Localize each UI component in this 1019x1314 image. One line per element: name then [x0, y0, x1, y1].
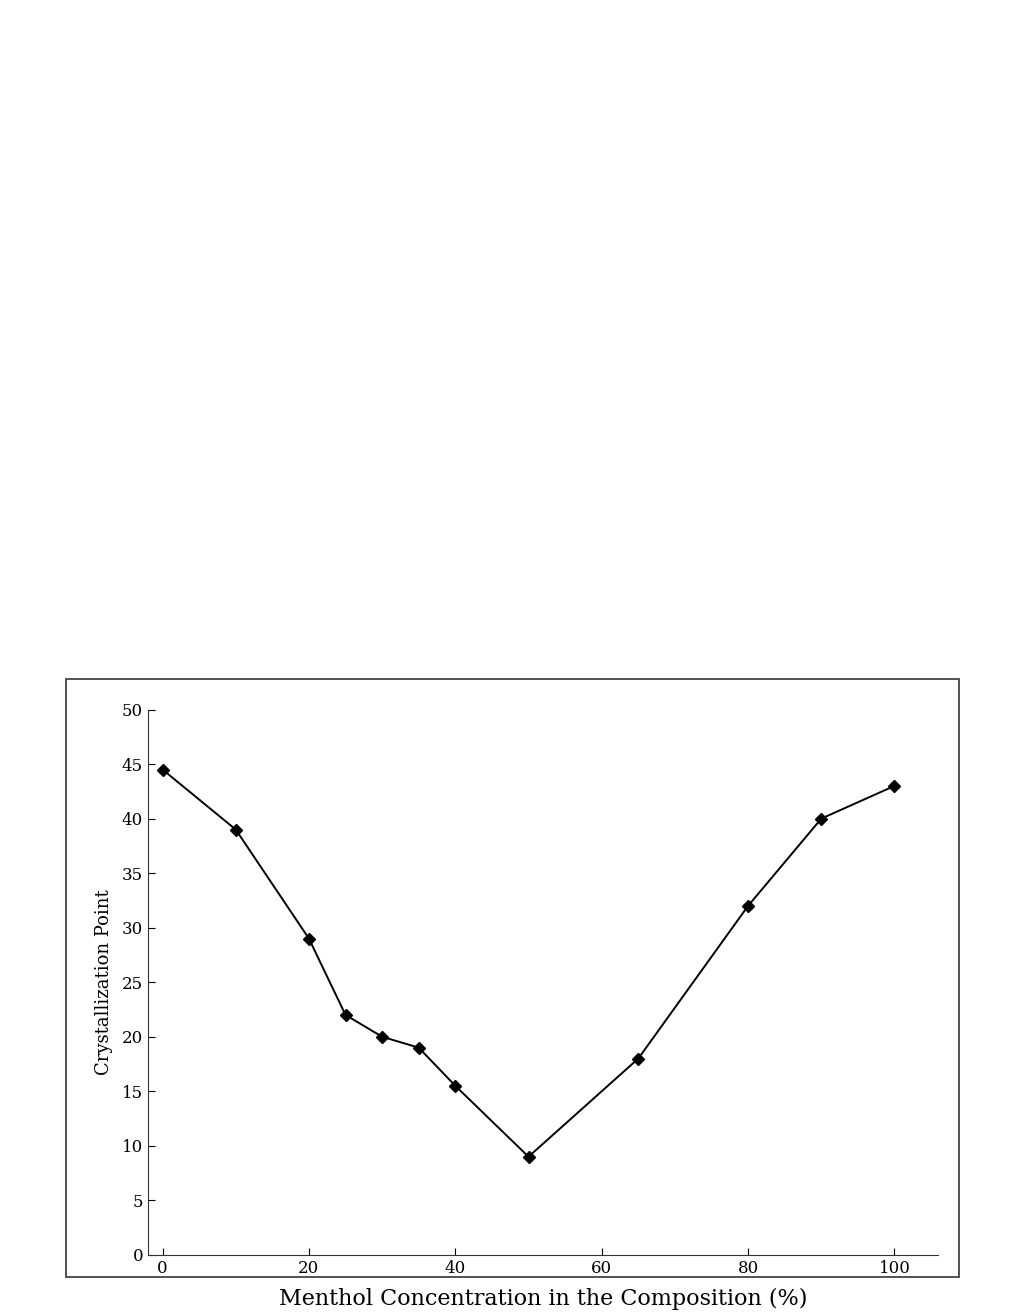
X-axis label: Menthol Concentration in the Composition (%): Menthol Concentration in the Composition…: [278, 1288, 807, 1310]
FancyBboxPatch shape: [66, 679, 958, 1277]
Y-axis label: Crystallization Point: Crystallization Point: [96, 890, 113, 1075]
